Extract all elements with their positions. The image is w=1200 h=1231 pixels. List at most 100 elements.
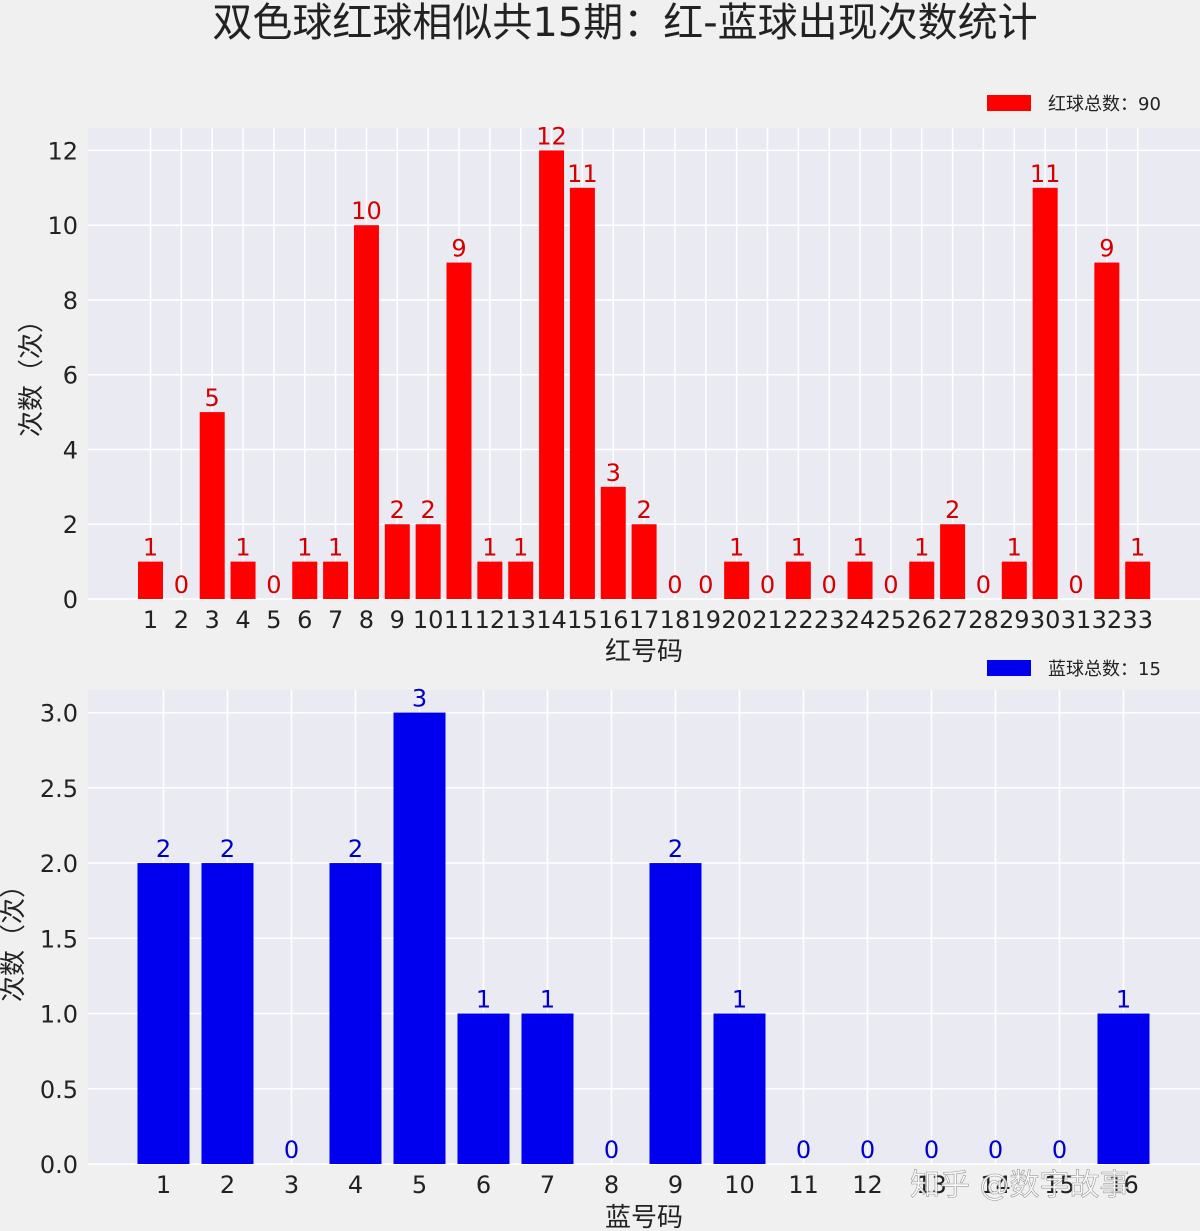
- bar-value-label: 1: [297, 534, 312, 562]
- y-tick-label: 2.0: [40, 850, 78, 878]
- bar: [569, 187, 595, 600]
- y-tick-label: 2: [63, 511, 78, 539]
- red-legend-swatch: [987, 95, 1031, 111]
- x-tick-label: 20: [721, 606, 752, 634]
- bar-value-label: 1: [476, 986, 491, 1014]
- bar: [508, 561, 534, 599]
- x-tick-label: 9: [668, 1171, 683, 1199]
- x-tick-label: 30: [1030, 606, 1061, 634]
- x-tick-label: 12: [852, 1171, 883, 1199]
- bar-value-label: 0: [988, 1136, 1003, 1164]
- bar-value-label: 0: [760, 571, 775, 599]
- bar-value-label: 11: [567, 160, 598, 188]
- bar: [446, 262, 472, 599]
- y-tick-label: 10: [47, 212, 78, 240]
- x-tick-label: 23: [814, 606, 845, 634]
- bar-value-label: 2: [220, 835, 235, 863]
- bar: [649, 863, 702, 1164]
- bar-value-label: 9: [1099, 235, 1114, 263]
- x-tick-label: 33: [1122, 606, 1153, 634]
- bar-value-label: 1: [1130, 534, 1145, 562]
- x-tick-label: 5: [266, 606, 281, 634]
- x-tick-label: 17: [629, 606, 660, 634]
- bar: [724, 561, 750, 599]
- x-tick-label: 5: [412, 1171, 427, 1199]
- y-tick-label: 0: [63, 586, 78, 614]
- x-tick-label: 10: [724, 1171, 755, 1199]
- bar: [521, 1013, 574, 1164]
- bar: [457, 1013, 510, 1164]
- x-tick-label: 2: [174, 606, 189, 634]
- blue-y-axis-label: 次数（次）: [0, 872, 29, 1002]
- bar: [1001, 561, 1027, 599]
- bar: [600, 486, 626, 599]
- bar-value-label: 2: [390, 496, 405, 524]
- bar-value-label: 3: [606, 459, 621, 487]
- x-tick-label: 11: [444, 606, 475, 634]
- bar: [909, 561, 935, 599]
- x-tick-label: 2: [220, 1171, 235, 1199]
- bar-value-label: 0: [883, 571, 898, 599]
- bar: [292, 561, 318, 599]
- bar-value-label: 1: [143, 534, 158, 562]
- bar-value-label: 2: [636, 496, 651, 524]
- bar: [1032, 187, 1058, 600]
- bar: [199, 412, 225, 599]
- bar: [1125, 561, 1151, 599]
- x-tick-label: 1: [156, 1171, 171, 1199]
- bar-value-label: 1: [914, 534, 929, 562]
- red-legend: 红球总数：90: [987, 94, 1161, 115]
- x-tick-label: 27: [937, 606, 968, 634]
- bar: [785, 561, 811, 599]
- bar: [384, 524, 410, 599]
- red-legend-label: 红球总数：90: [1048, 94, 1161, 115]
- bar-value-label: 9: [451, 235, 466, 263]
- bar-value-label: 1: [235, 534, 250, 562]
- x-tick-label: 6: [476, 1171, 491, 1199]
- bar: [138, 561, 163, 599]
- y-tick-label: 1.0: [40, 1001, 78, 1029]
- x-tick-label: 18: [660, 606, 691, 634]
- red-bars: [138, 150, 1151, 600]
- x-tick-label: 22: [783, 606, 814, 634]
- x-tick-label: 10: [413, 606, 444, 634]
- bar-value-label: 0: [796, 1136, 811, 1164]
- x-tick-label: 8: [359, 606, 374, 634]
- bar: [940, 524, 966, 599]
- blue-legend-swatch: [987, 660, 1031, 676]
- bar: [415, 524, 441, 599]
- bar: [137, 863, 190, 1164]
- bar-value-label: 10: [351, 197, 382, 225]
- x-tick-label: 13: [916, 1171, 947, 1199]
- y-tick-label: 0.5: [40, 1076, 78, 1104]
- bar-value-label: 3: [412, 685, 427, 713]
- bar-value-label: 0: [860, 1136, 875, 1164]
- x-tick-label: 3: [284, 1171, 299, 1199]
- x-tick-label: 7: [328, 606, 343, 634]
- blue-plot-area: [88, 690, 1200, 1164]
- bar: [713, 1013, 766, 1164]
- bar: [323, 561, 349, 599]
- bar: [1094, 262, 1120, 599]
- bar-value-label: 1: [729, 534, 744, 562]
- y-tick-label: 2.5: [40, 775, 78, 803]
- bar-value-label: 0: [266, 571, 281, 599]
- bar-value-label: 1: [482, 534, 497, 562]
- blue-value-labels: 2 2 0 2 3 1 1 0 2 1 0 0 0 0 0 1: [156, 685, 1131, 1164]
- x-tick-label: 12: [475, 606, 506, 634]
- bar: [539, 150, 565, 599]
- blue-legend: 蓝球总数：15: [987, 659, 1161, 680]
- bar-value-label: 1: [1007, 534, 1022, 562]
- bar-value-label: 0: [667, 571, 682, 599]
- bar: [393, 712, 446, 1164]
- bar-value-label: 12: [536, 122, 567, 150]
- x-tick-label: 19: [691, 606, 722, 634]
- bar-value-label: 0: [1052, 1136, 1067, 1164]
- bar-value-label: 0: [284, 1136, 299, 1164]
- bar-value-label: 0: [604, 1136, 619, 1164]
- bar: [201, 863, 254, 1164]
- x-tick-label: 16: [598, 606, 629, 634]
